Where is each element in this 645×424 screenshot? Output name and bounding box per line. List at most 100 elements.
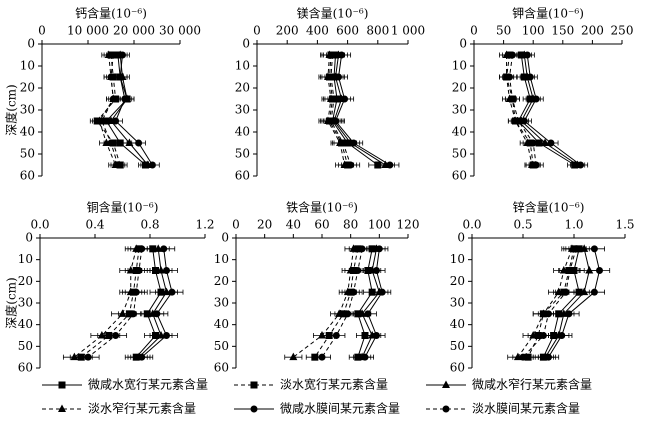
y-tick-label: 10	[235, 59, 250, 73]
y-tick-label: 30	[18, 296, 33, 310]
x-tick-label: 1.0	[564, 218, 583, 232]
marker	[361, 353, 369, 361]
marker	[126, 287, 135, 296]
series-line	[105, 54, 146, 166]
series-line	[87, 248, 143, 358]
x-tick-label: 0	[232, 218, 240, 232]
marker	[508, 95, 516, 103]
marker	[344, 310, 352, 318]
x-tick-label: 1.5	[615, 218, 634, 232]
marker	[135, 267, 143, 274]
marker	[135, 139, 143, 147]
y-tick-label: 0	[457, 231, 465, 245]
series-line	[98, 54, 117, 166]
marker	[562, 288, 570, 296]
legend-label: 淡水膜间某元素含量	[472, 401, 580, 416]
y-axis-label: 深度(cm)	[4, 277, 19, 328]
series-line	[545, 248, 590, 358]
marker	[565, 310, 573, 318]
marker	[547, 139, 555, 147]
marker	[442, 380, 450, 388]
marker	[327, 117, 335, 125]
y-tick-label: 40	[18, 317, 33, 331]
x-tick-label: 250	[611, 24, 634, 38]
marker	[375, 245, 383, 253]
marker	[121, 95, 129, 103]
marker	[332, 332, 340, 339]
y-tick-label: 0	[459, 37, 467, 51]
series-line	[141, 248, 173, 358]
marker	[558, 332, 566, 339]
y-tick-label: 60	[214, 361, 229, 375]
x-tick-label: 0.5	[513, 218, 532, 232]
marker	[157, 331, 165, 339]
series-line	[522, 248, 577, 358]
marker	[545, 353, 552, 361]
legend-label: 微咸水膜间某元素含量	[280, 401, 400, 416]
marker	[340, 160, 349, 168]
x-tick-label: 0.8	[140, 218, 159, 232]
y-tick-label: 10	[214, 252, 229, 266]
marker	[153, 310, 161, 318]
marker	[386, 161, 394, 169]
marker	[289, 352, 298, 361]
y-tick-label: 10	[18, 252, 33, 266]
marker	[132, 288, 140, 296]
y-tick-label: 20	[235, 81, 250, 95]
marker	[109, 51, 117, 59]
marker	[523, 138, 532, 146]
marker	[250, 405, 258, 413]
series-line	[101, 54, 119, 166]
series-line	[520, 54, 578, 166]
marker	[70, 352, 79, 361]
x-tick-label: 80	[343, 218, 358, 232]
legend-label: 淡水宽行某元素含量	[280, 377, 388, 392]
x-tick-label: 600	[336, 24, 359, 38]
y-tick-label: 20	[452, 81, 467, 95]
y-tick-label: 50	[18, 339, 33, 353]
marker	[358, 309, 367, 317]
x-tick-label: 120	[397, 218, 420, 232]
marker	[84, 353, 92, 361]
x-tick-label: 1.2	[195, 218, 214, 232]
y-tick-label: 50	[214, 339, 229, 353]
y-tick-label: 60	[450, 361, 465, 375]
y-tick-label: 0	[221, 231, 229, 245]
y-tick-label: 20	[20, 81, 35, 95]
marker	[109, 95, 117, 103]
legend-label: 微咸水宽行某元素含量	[88, 377, 208, 392]
marker	[372, 332, 380, 339]
y-tick-label: 30	[452, 103, 467, 117]
marker	[590, 288, 598, 296]
marker	[163, 267, 170, 274]
y-tick-label: 20	[214, 274, 229, 288]
marker	[343, 287, 352, 296]
y-tick-label: 20	[18, 274, 33, 288]
series-line	[331, 54, 379, 166]
x-tick-label: 0	[470, 24, 478, 38]
series-line	[135, 248, 162, 358]
x-tick-label: 200	[276, 24, 299, 38]
x-tick-label: 0.0	[30, 218, 49, 232]
y-tick-label: 50	[452, 147, 467, 161]
series-line	[333, 54, 386, 166]
marker	[526, 73, 534, 81]
x-tick-label: 200	[581, 24, 604, 38]
x-tick-label: 50	[496, 24, 511, 38]
series-line	[542, 248, 580, 358]
marker	[354, 267, 362, 274]
x-tick-label: 30 000	[159, 24, 201, 38]
marker	[330, 95, 338, 103]
marker	[539, 332, 547, 339]
y-tick-label: 20	[450, 274, 465, 288]
y-tick-label: 10	[450, 252, 465, 266]
y-tick-label: 40	[450, 317, 465, 331]
marker	[372, 267, 380, 274]
series-line	[517, 248, 573, 358]
marker	[168, 288, 176, 296]
series-line	[517, 54, 575, 166]
series-line	[334, 54, 391, 166]
y-tick-label: 0	[242, 37, 250, 51]
x-tick-label: 0.0	[462, 218, 481, 232]
